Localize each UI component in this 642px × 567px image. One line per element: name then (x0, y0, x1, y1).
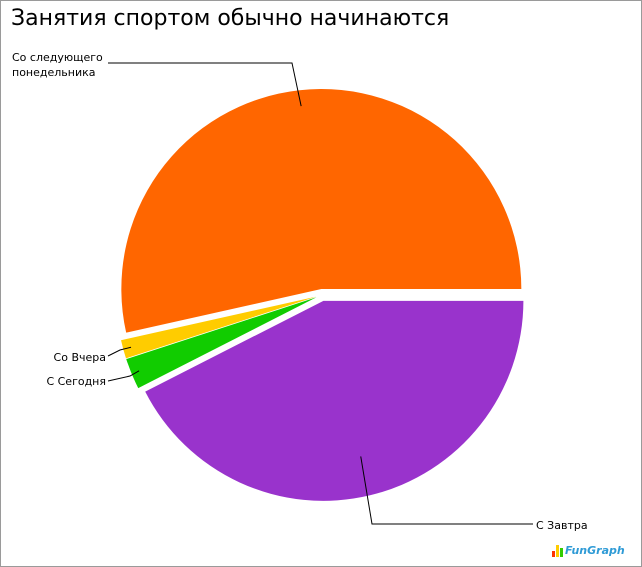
logo-text: FunGraph (565, 544, 625, 557)
leader-line (108, 62, 302, 107)
leader-line (107, 370, 140, 382)
leader-line (360, 456, 533, 525)
slice-label-line: С Завтра (536, 519, 588, 532)
slice-label: С Завтра (536, 519, 588, 532)
chart-title: Занятия спортом обычно начинаются (11, 6, 450, 31)
slice-label-line: Со Вчера (54, 351, 106, 364)
leader-line (107, 346, 132, 357)
pie-slice (121, 296, 317, 359)
pie-slice (121, 89, 522, 333)
slice-label-line: Со следующего (12, 51, 103, 64)
slice-label: Со Вчера (54, 351, 106, 364)
slice-label: С Сегодня (46, 375, 106, 388)
fungraph-logo: FunGraph (552, 541, 625, 557)
logo-bars-icon (552, 545, 563, 557)
slice-label-line: понедельника (12, 66, 96, 79)
slice-label: Со следующего понедельника (12, 51, 103, 79)
pie-slice (126, 297, 317, 389)
pie-slice (145, 300, 524, 501)
slice-label-line: С Сегодня (46, 375, 106, 388)
